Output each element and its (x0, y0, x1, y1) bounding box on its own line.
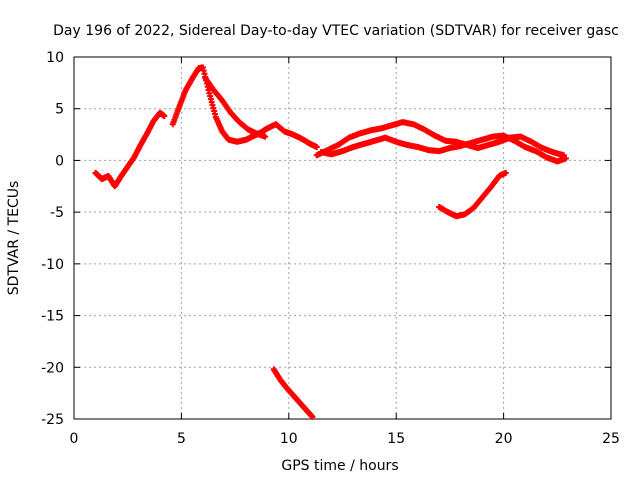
y-tick-label: -5 (50, 205, 64, 221)
plot-frame (73, 56, 612, 420)
x-tick-label: 5 (177, 431, 186, 447)
y-tick-label: -15 (41, 309, 64, 325)
y-axis-title: SDTVAR / TECUs (6, 181, 22, 296)
y-tick-label: -20 (41, 360, 64, 376)
axis-ticks: 0 5 10 15 20 25 10 5 0 -5 -10 -15 -20 -25 (41, 50, 620, 447)
series-segment-3 (202, 74, 269, 140)
series-segment-6 (436, 169, 509, 220)
series-segment-7 (270, 366, 316, 420)
data-points (92, 64, 569, 420)
grid (74, 57, 611, 419)
data-point (161, 112, 168, 119)
series-segment-2 (169, 64, 320, 150)
y-tick-label: -25 (41, 412, 64, 428)
x-tick-label: 25 (602, 431, 620, 447)
y-tick-label: -10 (41, 257, 64, 273)
data-point (262, 133, 269, 140)
x-tick-label: 20 (495, 431, 513, 447)
x-tick-label: 15 (387, 431, 405, 447)
y-tick-label: 10 (46, 50, 64, 66)
y-tick-label: 5 (55, 102, 64, 118)
data-point (562, 155, 569, 162)
y-tick-label: 0 (55, 153, 64, 169)
chart-title: Day 196 of 2022, Sidereal Day-to-day VTE… (53, 23, 619, 39)
x-axis-title: GPS time / hours (281, 458, 398, 474)
x-tick-label: 0 (70, 431, 79, 447)
series-segment-1 (92, 109, 168, 190)
data-point (309, 413, 316, 420)
x-tick-label: 10 (280, 431, 298, 447)
series-segment-5 (318, 132, 569, 165)
data-point (313, 143, 320, 150)
data-point (502, 169, 509, 176)
